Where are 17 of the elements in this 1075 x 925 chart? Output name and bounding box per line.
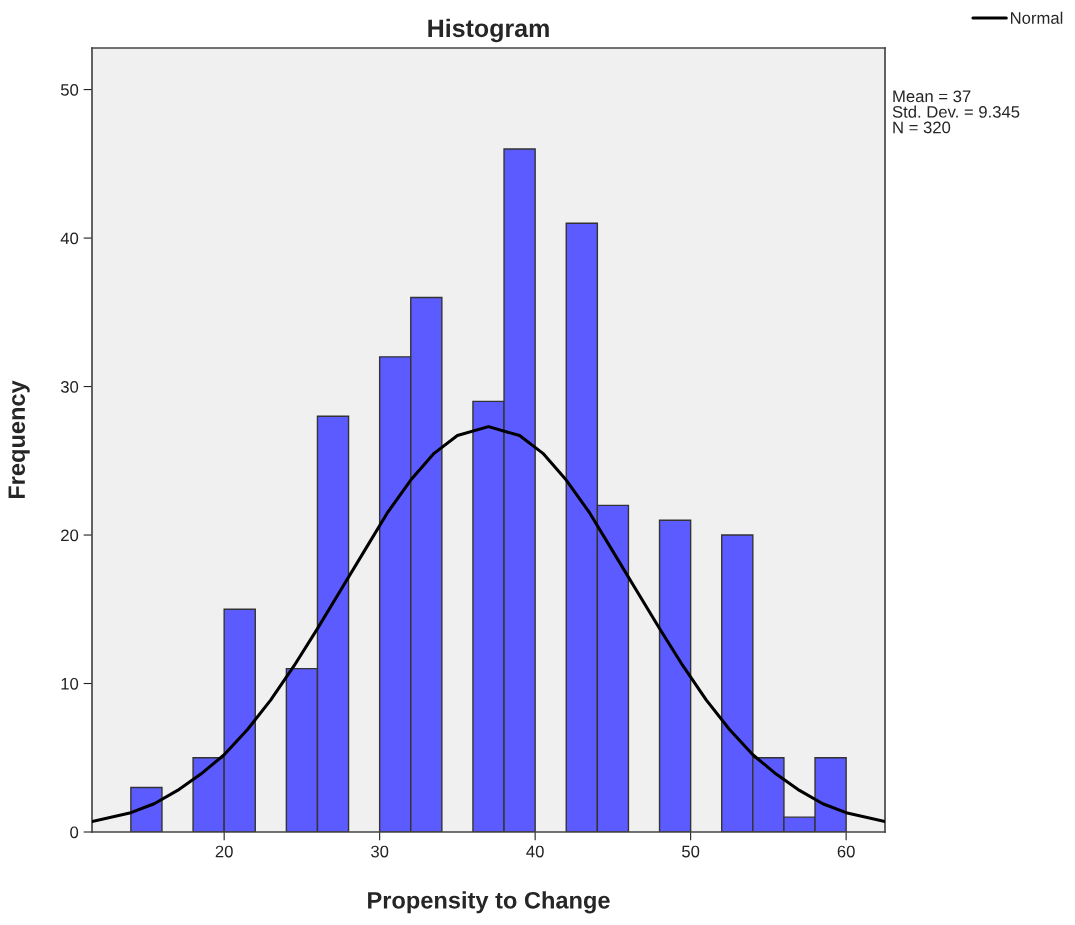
y-tick-label: 40 xyxy=(60,232,79,245)
legend-label: Normal xyxy=(1010,11,1063,24)
y-tick-label: 0 xyxy=(70,826,79,839)
y-tick-label: 20 xyxy=(61,529,79,542)
text: Mean = 37 Std. Dev. = 9.345 N = 320 xyxy=(892,90,1020,134)
y-tick-label: 50 xyxy=(60,83,79,96)
x-tick-label: 60 xyxy=(837,845,855,858)
x-tick-label: 20 xyxy=(215,845,233,858)
x-tick-label: 40 xyxy=(526,845,544,858)
y-tick-label: 30 xyxy=(60,380,79,393)
y-axis-title: Frequency xyxy=(8,380,30,499)
x-tick-label: 30 xyxy=(371,845,389,858)
x-axis-title: Propensity to Change xyxy=(368,891,610,914)
x-tick-label: 50 xyxy=(682,845,700,858)
line-series xyxy=(92,425,885,824)
chart-title: Histogram xyxy=(428,18,549,43)
y-tick-label: 10 xyxy=(61,677,79,690)
